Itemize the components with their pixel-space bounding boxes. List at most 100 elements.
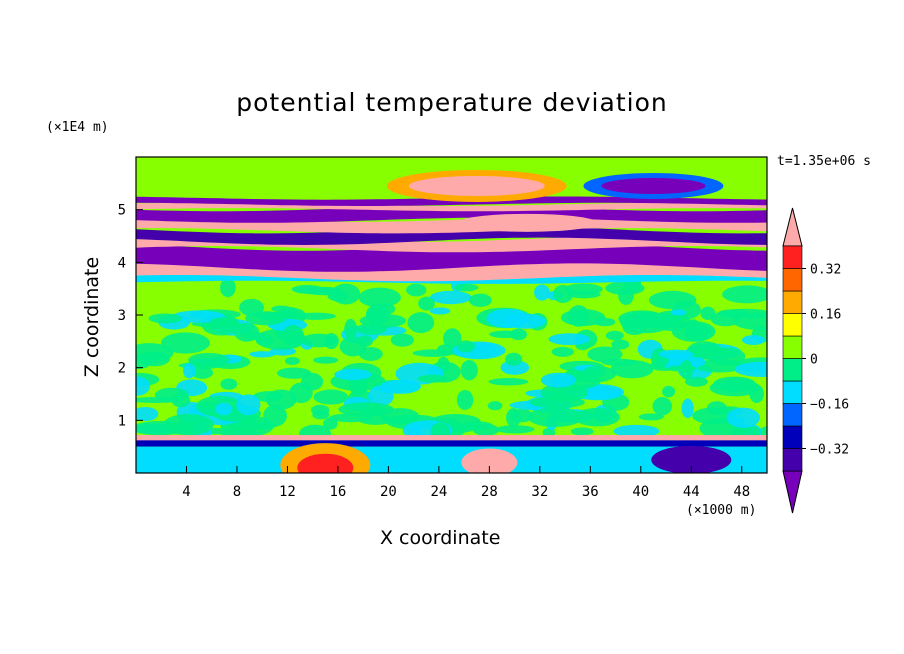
texture-blob — [749, 384, 764, 404]
texture-blob — [542, 427, 556, 437]
texture-blob — [160, 332, 210, 354]
texture-blob — [713, 376, 756, 392]
texture-blob — [638, 413, 664, 421]
texture-blob — [534, 284, 550, 301]
texture-blob — [568, 305, 590, 327]
texture-blob — [573, 407, 620, 427]
colorbar-segment — [782, 268, 803, 292]
y-axis: 1 2 3 4 5 — [118, 203, 143, 429]
texture-blob — [359, 347, 383, 361]
band-purple-1 — [136, 242, 767, 272]
texture-blob — [210, 317, 238, 324]
texture-blob — [344, 318, 358, 340]
texture-blob — [313, 356, 339, 364]
surface-warm-2 — [461, 448, 518, 473]
x-tick-label: 4 — [182, 484, 190, 500]
texture-blob — [707, 347, 746, 366]
texture-blob — [648, 290, 697, 310]
texture-blob — [313, 389, 349, 405]
texture-blob — [300, 333, 337, 348]
texture-blob — [583, 366, 606, 378]
heatmap-field — [136, 157, 767, 473]
x-tick-label: 40 — [632, 484, 649, 500]
x-axis-label: X coordinate — [380, 527, 501, 549]
texture-blob — [618, 286, 634, 305]
time-label: t=1.35e+06 s — [777, 154, 871, 169]
texture-blob — [365, 304, 390, 325]
band-pink-3 — [136, 216, 767, 234]
texture-blob — [613, 424, 660, 438]
x-tick-label: 44 — [683, 484, 700, 500]
texture-blob — [662, 385, 676, 398]
texture-blob — [487, 401, 503, 411]
texture-blob — [631, 314, 645, 332]
texture-blob — [681, 398, 694, 419]
y-tick-label: 4 — [118, 255, 126, 271]
colorbar-segment — [782, 290, 803, 314]
texture-blob — [236, 394, 261, 416]
texture-blob — [136, 406, 159, 422]
texture-blob — [670, 309, 687, 316]
texture-blob — [390, 333, 414, 347]
texture-blob — [148, 313, 183, 324]
texture-blob — [710, 311, 741, 327]
x-axis-unit: (×1000 m) — [686, 503, 757, 518]
texture-blob — [338, 402, 394, 417]
x-tick-label: 16 — [329, 484, 346, 500]
warm-blob-2 — [457, 213, 598, 232]
texture-blob — [570, 427, 594, 436]
colorbar-max-arrow — [782, 207, 803, 247]
texture-blob — [136, 376, 151, 396]
texture-blob — [457, 340, 475, 353]
texture-blob — [356, 323, 387, 335]
texture-blob — [191, 366, 214, 379]
texture-blob — [611, 339, 630, 350]
texture-blob — [276, 367, 312, 379]
texture-blob — [243, 332, 268, 340]
y-tick-label: 5 — [118, 203, 126, 219]
texture-blob — [505, 352, 523, 366]
y-axis-unit: (×1E4 m) — [46, 120, 109, 135]
colorbar-label: −0.16 — [810, 398, 849, 413]
texture-blob — [510, 328, 528, 341]
texture-blob — [285, 357, 300, 366]
texture-blob — [323, 417, 338, 430]
x-tick-label: 20 — [380, 484, 397, 500]
texture-blob — [551, 346, 574, 357]
texture-blob — [722, 285, 767, 304]
texture-blob — [417, 374, 449, 383]
texture-blob — [220, 378, 238, 390]
band-purple-2 — [136, 226, 767, 245]
texture-blob — [460, 421, 494, 430]
texture-blob — [249, 351, 276, 358]
texture-blob — [311, 404, 330, 416]
colorbar-segment — [782, 313, 803, 337]
texture-blob — [263, 404, 287, 427]
colorbar-label: 0.32 — [810, 263, 841, 278]
texture-blob — [601, 358, 636, 366]
texture-blob — [289, 382, 313, 404]
texture-blob — [553, 284, 574, 304]
texture-blob — [527, 407, 583, 428]
texture-blob — [252, 391, 284, 402]
texture-blob — [429, 290, 472, 305]
texture-blob — [406, 283, 427, 297]
texture-blob — [685, 376, 708, 387]
texture-blob — [733, 312, 767, 331]
texture-blob — [281, 306, 299, 319]
colorbar-segment — [782, 358, 803, 382]
texture-blob — [220, 277, 236, 298]
x-tick-label: 8 — [233, 484, 241, 500]
texture-blob — [136, 396, 182, 404]
texture-blob — [453, 283, 479, 292]
cold-blob-core — [601, 177, 706, 194]
texture-blob — [667, 365, 697, 372]
texture-blob — [548, 333, 591, 346]
texture-blob — [540, 372, 576, 388]
texture-blob — [734, 361, 767, 378]
colorbar-segment — [782, 245, 803, 269]
texture-blob — [163, 413, 214, 436]
texture-blob — [408, 424, 422, 438]
texture-blob — [282, 325, 305, 347]
texture-blob — [540, 383, 589, 402]
